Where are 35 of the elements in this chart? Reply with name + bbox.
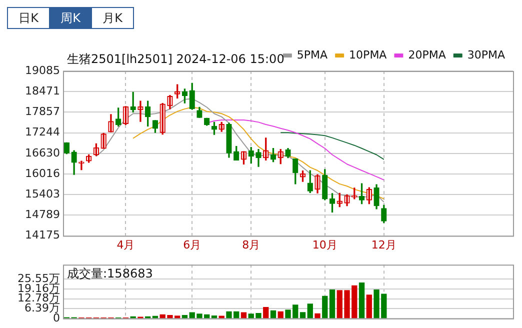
y-tick-label: 14175 (25, 228, 60, 242)
chart-title: 成交量:158683 (67, 266, 153, 281)
bar (307, 304, 313, 318)
bar (278, 311, 284, 318)
bar (240, 312, 247, 318)
chart-title: 生猪2501[lh2501] 2024-12-06 15:00 (67, 52, 284, 66)
bar (329, 290, 336, 318)
bar (263, 307, 269, 318)
y-tick-label: 17244 (25, 126, 60, 139)
x-tick-label: 8月 (242, 238, 260, 252)
y-tick-label: 17857 (25, 105, 60, 118)
text: 日K (8, 8, 49, 28)
y-tick-label: 16016 (25, 166, 60, 180)
x-tick-label: 12月 (371, 238, 396, 252)
bar (270, 310, 276, 318)
bar (300, 312, 306, 318)
legend-label: 10PMA (349, 48, 388, 62)
y-tick-label: 14789 (25, 208, 60, 222)
x-tick-label: 6月 (183, 238, 202, 252)
y-tick-label: 15403 (25, 187, 60, 200)
y-tick-label: 18471 (25, 84, 60, 98)
legend-label: 20PMA (408, 48, 446, 62)
y-tick-label: 16630 (25, 146, 60, 160)
legend-label: 5PMA (296, 48, 328, 62)
y-tick-label: 19085 (25, 64, 60, 77)
bar (314, 313, 320, 318)
text: 月K (91, 8, 133, 28)
text: 周K (49, 8, 91, 28)
legend-label: 30PMA (467, 48, 506, 62)
x-tick-label: 4月 (116, 238, 135, 252)
x-tick-label: 10月 (312, 238, 338, 252)
bar (366, 294, 372, 318)
bar (322, 296, 328, 318)
bar (182, 315, 188, 318)
bar (358, 282, 365, 318)
